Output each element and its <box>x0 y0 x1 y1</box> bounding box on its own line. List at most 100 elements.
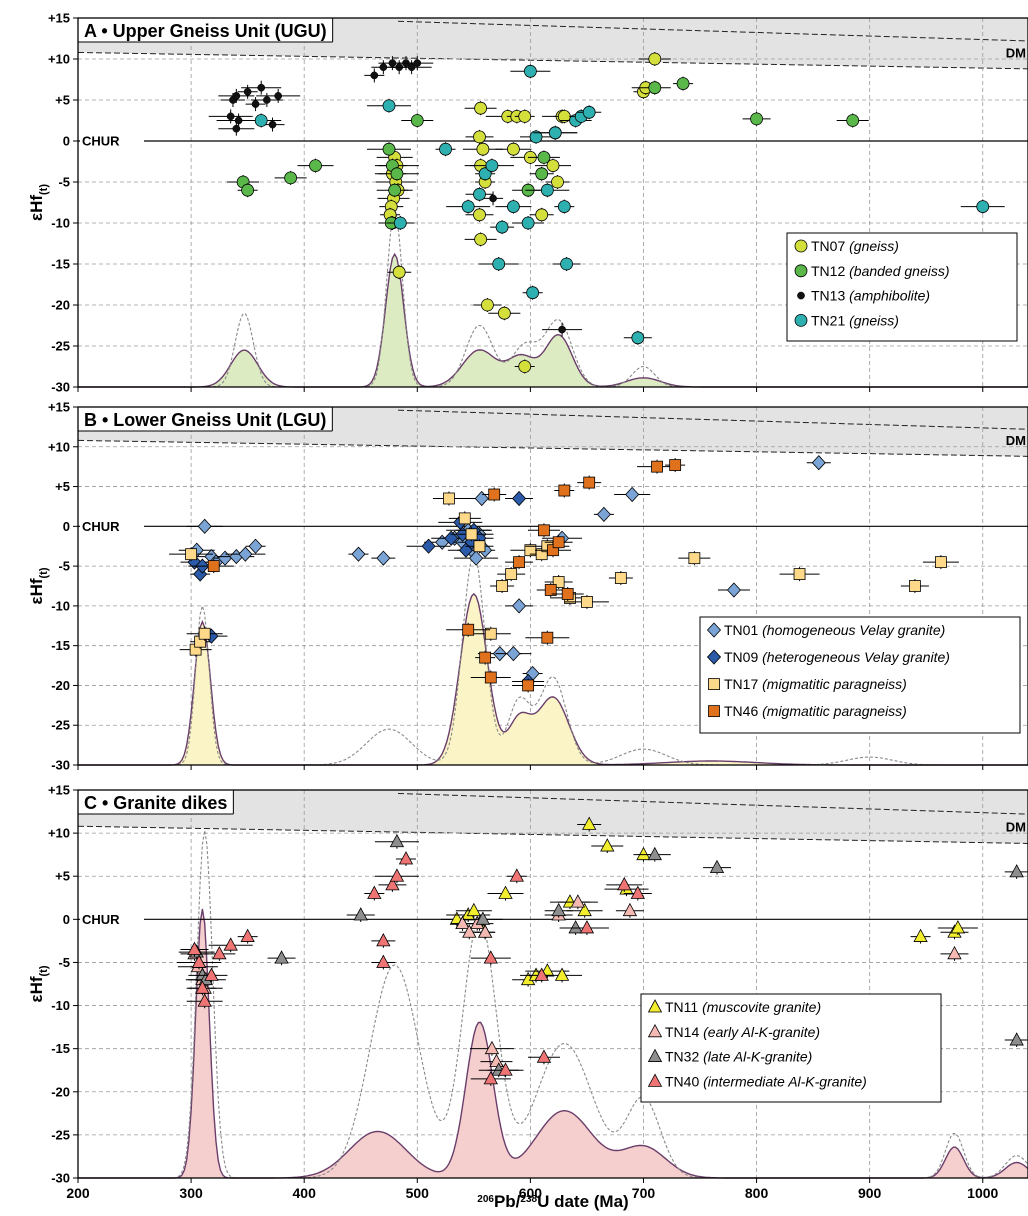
x-tick-label: 400 <box>293 1185 317 1201</box>
point-tn40 <box>223 937 238 951</box>
y-tick-label: 0 <box>63 134 70 149</box>
plot-frame <box>77 17 1028 388</box>
panel-title: A • Upper Gneiss Unit (UGU) <box>84 21 327 41</box>
point-tn01 <box>248 538 263 554</box>
y-tick-label: -15 <box>51 1041 70 1056</box>
point-tn21 <box>461 200 475 214</box>
legend-marker <box>647 1023 663 1038</box>
point-tn21 <box>507 200 520 214</box>
point-tn40 <box>376 954 391 968</box>
point-tn32 <box>389 833 405 848</box>
point-tn17 <box>581 596 593 608</box>
point-tn32 <box>709 859 725 873</box>
point-tn17 <box>614 572 627 584</box>
point-tn40 <box>195 980 210 994</box>
point-tn46 <box>552 536 565 549</box>
point-tn46 <box>538 524 550 537</box>
point-tn21 <box>560 257 573 271</box>
point-tn07 <box>474 232 488 246</box>
point-tn21 <box>521 216 535 230</box>
point-tn12 <box>382 142 396 156</box>
point-tn40 <box>187 941 202 955</box>
legend-sample-name: TN12 <box>811 263 849 279</box>
point-tn40 <box>212 945 227 960</box>
chur-label: CHUR <box>82 912 120 927</box>
point-tn32 <box>568 920 583 934</box>
legend-marker <box>706 649 722 665</box>
point-tn01 <box>625 486 640 503</box>
point-tn14 <box>947 945 962 960</box>
point-tn07 <box>392 265 406 279</box>
point-tn13 <box>268 120 277 129</box>
panel-title-bg <box>78 18 333 42</box>
point-tn40 <box>376 933 391 947</box>
point-tn01 <box>726 582 741 598</box>
point-tn21 <box>548 126 562 140</box>
legend: TN07 (gneiss)TN12 (banded gneiss)TN13 (a… <box>786 232 1018 342</box>
point-tn21 <box>393 216 407 230</box>
point-tn14 <box>570 894 586 908</box>
y-tick-label: 0 <box>63 519 70 534</box>
point-tn21 <box>492 257 506 271</box>
point-tn14 <box>462 924 477 938</box>
point-tn13 <box>232 92 241 100</box>
legend-sample-name: TN46 <box>724 703 762 719</box>
legend-box <box>699 616 1021 734</box>
panel-title: B • Lower Gneiss Unit (LGU) <box>84 410 326 430</box>
series-tn17 <box>169 491 959 657</box>
legend-sample-name: TN09 <box>724 649 762 665</box>
point-tn21 <box>631 331 645 345</box>
y-tick-label: -20 <box>51 1084 70 1099</box>
y-tick-label: -30 <box>51 758 70 773</box>
point-tn32 <box>551 902 566 917</box>
point-tn21 <box>254 114 268 127</box>
point-tn40 <box>204 967 219 981</box>
point-tn12 <box>750 112 763 126</box>
legend-sample-note: (homogeneous Velay granite) <box>762 622 945 638</box>
point-tn12 <box>390 167 404 181</box>
y-tick-label: -10 <box>51 216 70 231</box>
point-tn01 <box>506 646 521 662</box>
point-tn46 <box>484 671 497 684</box>
point-tn13 <box>379 63 388 72</box>
y-tick-label: +10 <box>48 52 70 67</box>
point-tn13 <box>489 194 497 203</box>
legend-sample-note: (early Al-K-granite) <box>703 1024 820 1040</box>
point-tn40 <box>536 1049 552 1063</box>
point-tn11 <box>466 902 482 917</box>
point-tn11 <box>498 885 513 899</box>
y-tick-label: -20 <box>51 298 70 313</box>
point-tn40 <box>385 877 400 891</box>
panel-a: DM CHUR A • Upper Gneiss Unit (UGU) TN07 (g… <box>27 11 1028 395</box>
point-tn17 <box>505 568 518 580</box>
y-tick-label: -15 <box>51 638 70 653</box>
point-tn46 <box>541 631 554 644</box>
point-tn07 <box>507 142 520 156</box>
point-tn40 <box>389 868 405 882</box>
y-tick-label: 0 <box>63 912 70 927</box>
panel-title-bg <box>78 407 333 431</box>
x-tick-label: 600 <box>519 1185 543 1201</box>
point-tn21 <box>582 105 596 119</box>
legend-label: TN17 (migmatitic paragneiss) <box>724 676 907 692</box>
point-tn07 <box>473 208 486 222</box>
point-tn17 <box>465 528 478 541</box>
point-tn21 <box>557 200 571 214</box>
point-tn40 <box>630 885 645 899</box>
point-tn46 <box>207 560 220 573</box>
point-tn40 <box>367 885 382 899</box>
point-tn32 <box>475 911 491 925</box>
chur-label: CHUR <box>82 134 120 149</box>
point-tn32 <box>647 846 662 861</box>
series-tn21 <box>241 64 1005 345</box>
legend-sample-name: TN32 <box>665 1049 703 1065</box>
point-tn07 <box>481 298 494 312</box>
point-tn32 <box>353 907 368 921</box>
point-tn11 <box>582 816 597 830</box>
chur-label-bg <box>80 517 144 535</box>
y-tick-label: +15 <box>48 11 70 26</box>
kde-area <box>78 909 1028 1178</box>
legend-label: TN01 (homogeneous Velay granite) <box>724 622 945 638</box>
point-tn21 <box>523 64 537 78</box>
